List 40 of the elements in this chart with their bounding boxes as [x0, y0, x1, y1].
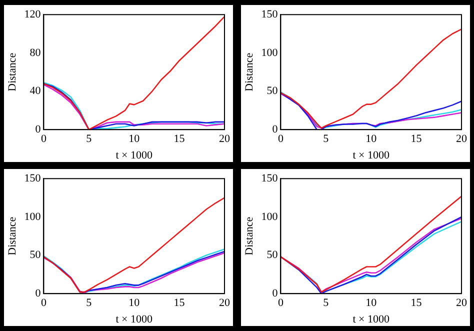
x-tick-label: 10: [128, 133, 140, 146]
y-axis-title: Distance: [243, 52, 256, 92]
x-tick-label: 15: [174, 133, 186, 146]
y-tick-label: 150: [261, 172, 278, 184]
y-tick-label: 120: [24, 8, 42, 20]
y-tick-label: 0: [272, 286, 278, 299]
y-tick-label: 100: [261, 46, 278, 59]
x-tick-label: 5: [323, 296, 330, 309]
x-tick-label: 20: [456, 296, 468, 309]
y-tick-label: 150: [261, 8, 278, 20]
x-tick-label: 10: [366, 133, 378, 146]
x-tick-label: 20: [219, 133, 230, 146]
x-tick-label: 15: [410, 296, 422, 309]
y-tick-label: 150: [24, 172, 42, 184]
y-axis-title: Distance: [6, 216, 18, 255]
x-tick-label: 15: [174, 296, 186, 309]
x-axis-title: t × 1000: [352, 149, 390, 162]
y-tick-label: 50: [266, 85, 278, 98]
y-tick-label: 0: [272, 123, 278, 136]
y-tick-label: 40: [30, 85, 42, 98]
x-tick-label: 5: [86, 296, 92, 309]
y-tick-label: 0: [35, 286, 42, 299]
x-axis-title: t × 1000: [116, 312, 153, 325]
y-tick-label: 100: [24, 210, 42, 222]
y-tick-label: 0: [35, 123, 42, 136]
x-axis-title: t × 1000: [352, 312, 390, 325]
x-tick-label: 20: [456, 133, 468, 146]
x-tick-label: 20: [219, 296, 230, 309]
x-tick-label: 10: [366, 296, 378, 309]
x-axis-title: t × 1000: [116, 149, 153, 162]
x-tick-label: 5: [86, 133, 92, 146]
y-axis-title: Distance: [243, 216, 256, 255]
x-tick-label: 15: [410, 133, 422, 146]
x-tick-label: 10: [128, 296, 140, 309]
x-tick-label: 5: [323, 133, 330, 146]
y-tick-label: 50: [30, 248, 42, 261]
y-tick-label: 80: [30, 46, 42, 59]
y-tick-label: 50: [266, 248, 278, 261]
y-axis-title: Distance: [6, 52, 18, 92]
y-tick-label: 100: [261, 210, 278, 222]
